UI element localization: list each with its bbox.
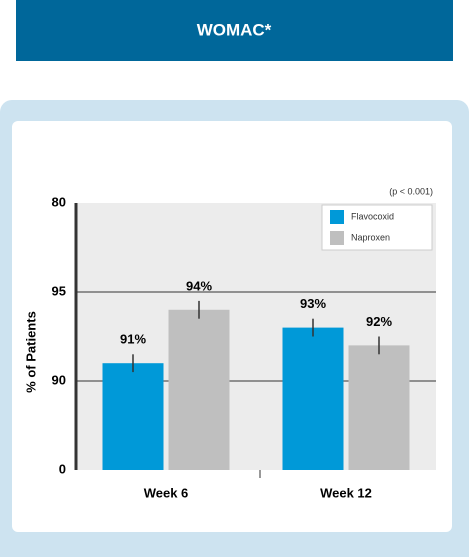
value-label: 91% (120, 332, 146, 347)
legend-label: Naproxen (351, 232, 390, 242)
header-title: WOMAC* (197, 20, 272, 39)
value-label: 92% (366, 314, 392, 329)
bar (102, 363, 164, 470)
legend-swatch (330, 210, 344, 224)
y-tick-label: 80 (52, 194, 66, 209)
y-axis-label: % of Patients (23, 311, 38, 393)
y-tick-label: 90 (52, 372, 66, 387)
value-label: 93% (300, 296, 326, 311)
y-tick-label: 0 (59, 461, 66, 476)
x-tick-label: Week 12 (320, 485, 372, 500)
annotation: (p < 0.001) (389, 186, 433, 196)
header-bar (16, 0, 453, 61)
legend-label: Flavocoxid (351, 211, 394, 221)
bar (168, 309, 230, 470)
value-label: 94% (186, 278, 212, 293)
bar (348, 345, 410, 470)
y-tick-label: 95 (52, 283, 66, 298)
x-tick-label: Week 6 (144, 485, 189, 500)
bar (282, 327, 344, 470)
legend-swatch (330, 231, 344, 245)
